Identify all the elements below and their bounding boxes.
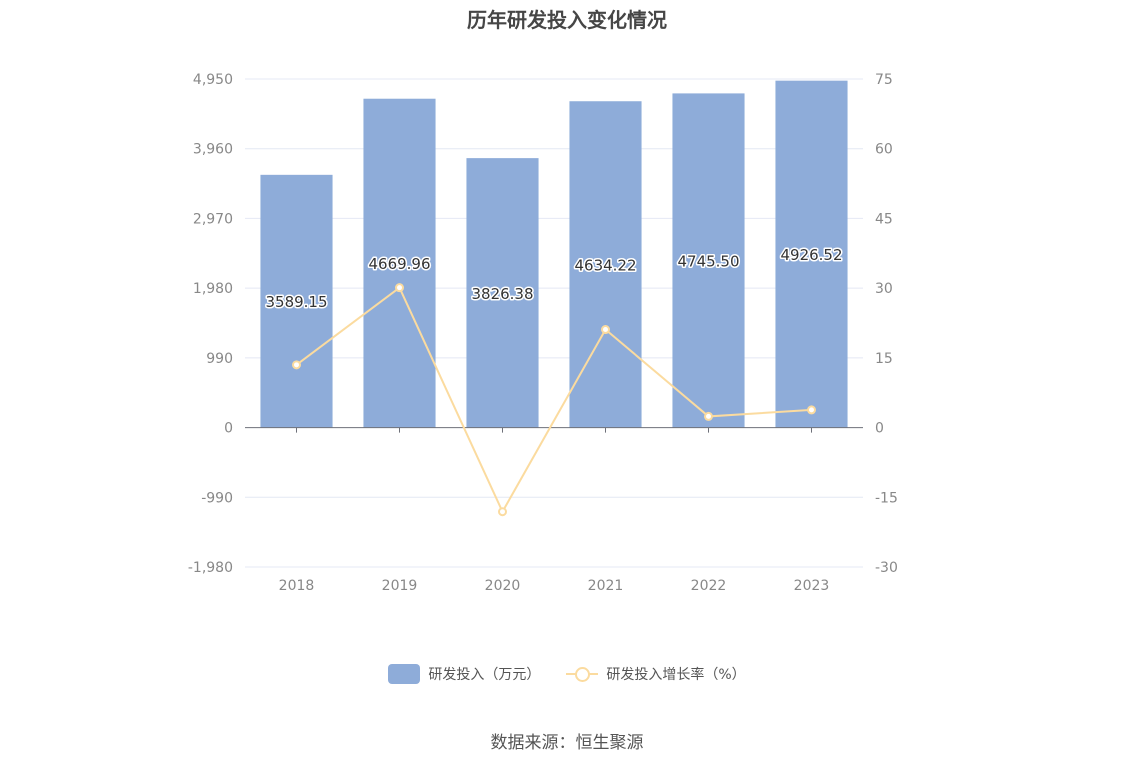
y-right-tick-label: 45	[875, 211, 893, 227]
data-source: 数据来源：恒生聚源	[490, 733, 644, 753]
growth-point	[601, 325, 610, 335]
y-right-tick-label: 30	[875, 281, 893, 297]
y-right-tick-label: -15	[875, 490, 898, 506]
x-tick-label: 2019	[382, 578, 418, 594]
label-layer: 3589.15 4669.96 3826.38 4634.22 4745.50 4926.…	[264, 245, 844, 313]
y-left-tick-label: 1,980	[193, 281, 233, 297]
legend: 研发投入（万元） 研发投入增长率（%）	[0, 664, 1134, 684]
legend-line-label: 研发投入增长率（%）	[606, 667, 746, 683]
x-tick-label: 2020	[485, 578, 521, 594]
y-left-tick-label: -1,980	[188, 560, 233, 576]
y-left-tick-label: 2,970	[193, 211, 233, 227]
axis-layer: -1,980 -990 0 990 1,980 2,970 3,960 4,950 -30 -15…	[188, 72, 898, 594]
legend-bar-swatch	[388, 664, 421, 684]
bar-data-label: 3589.15	[265, 293, 327, 311]
x-tick-label: 2018	[279, 578, 315, 594]
y-left-tick-label: 4,950	[193, 72, 233, 88]
bar-data-label: 4634.22	[574, 256, 636, 274]
y-left-tick-label: 990	[206, 351, 233, 367]
chart-title: 历年研发投入变化情况	[467, 8, 667, 32]
x-tick-label: 2021	[588, 578, 624, 594]
bar	[775, 80, 848, 428]
y-right-tick-label: -30	[875, 560, 898, 576]
growth-line	[295, 286, 812, 514]
growth-point	[704, 411, 713, 421]
bar	[466, 158, 539, 428]
bar-data-label: 4745.50	[677, 252, 739, 270]
bar	[363, 98, 436, 428]
line-layer	[292, 283, 816, 517]
growth-point	[807, 405, 816, 415]
bar-layer	[260, 80, 848, 428]
growth-point	[292, 360, 301, 370]
bar	[672, 93, 745, 428]
bar-data-label: 4926.52	[780, 246, 842, 264]
grid-layer	[245, 78, 863, 568]
y-left-tick-label: -990	[201, 490, 233, 506]
growth-point	[498, 507, 507, 517]
growth-point	[395, 283, 404, 293]
bar	[260, 174, 333, 428]
y-right-tick-label: 15	[875, 351, 893, 367]
x-tick-label: 2023	[794, 578, 830, 594]
legend-item-line[interactable]: 研发投入增长率（%）	[566, 664, 746, 684]
y-right-tick-label: 75	[875, 72, 893, 88]
legend-bar-label: 研发投入（万元）	[428, 667, 541, 683]
bar-data-label: 4669.96	[368, 255, 430, 273]
bar-data-label: 3826.38	[471, 285, 533, 303]
y-right-tick-label: 0	[875, 421, 884, 437]
legend-line-swatch	[566, 664, 599, 684]
y-left-tick-label: 0	[224, 421, 233, 437]
legend-item-bar[interactable]: 研发投入（万元）	[388, 664, 540, 684]
x-tick-label: 2022	[691, 578, 727, 594]
y-right-tick-label: 60	[875, 142, 893, 158]
y-left-tick-label: 3,960	[193, 142, 233, 158]
